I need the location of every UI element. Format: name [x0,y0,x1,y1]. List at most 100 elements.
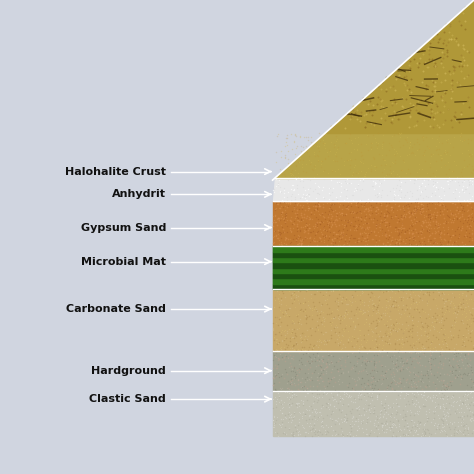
Point [355,237,363,245]
Point [402,389,410,397]
Point [272,182,280,190]
Point [322,359,329,367]
Point [286,162,293,169]
Point [309,345,316,353]
Point [366,293,374,301]
Point [310,150,318,158]
Point [453,366,460,374]
Point [454,428,461,436]
Point [434,30,441,38]
Point [422,337,430,345]
Point [347,137,355,144]
Point [310,148,318,156]
Point [345,241,352,249]
Point [425,310,432,318]
Point [392,240,399,248]
Point [372,180,379,188]
Point [301,382,309,390]
Point [373,303,381,310]
Point [319,218,326,226]
Point [326,318,334,326]
Point [392,224,399,231]
Point [328,416,336,423]
Point [454,310,461,318]
Point [403,337,410,345]
Point [458,398,466,406]
Point [444,295,451,303]
Point [303,396,311,403]
Point [346,428,353,436]
Point [275,214,283,222]
Point [318,320,326,328]
Point [449,402,456,410]
Point [418,361,426,368]
Point [447,406,455,414]
Point [467,295,474,303]
Point [334,365,341,373]
Point [290,412,298,419]
Point [354,393,362,401]
Point [322,391,329,398]
Point [406,234,414,242]
Point [301,235,309,242]
Point [440,230,447,238]
Point [405,427,413,434]
Point [293,222,301,229]
Point [273,231,280,238]
Point [370,366,377,374]
Point [469,401,474,409]
Point [363,336,371,343]
Point [289,166,296,174]
Point [387,141,395,149]
Point [379,229,386,237]
Point [430,238,438,246]
Point [410,346,418,353]
Point [323,242,331,250]
Point [465,198,472,205]
Point [367,372,375,380]
Point [353,305,360,313]
Point [424,322,432,330]
Point [283,240,290,247]
Point [333,294,341,302]
Point [365,223,373,231]
Point [369,408,377,416]
Point [389,184,396,191]
Point [423,202,430,210]
Point [443,229,451,237]
Point [397,193,404,201]
Point [338,325,346,333]
Point [357,215,365,223]
Point [410,343,417,350]
Point [443,432,451,439]
Point [387,236,394,244]
Point [394,427,401,435]
Point [389,287,396,294]
Point [329,286,337,294]
Point [425,50,433,58]
Point [276,421,284,428]
Point [310,369,318,376]
Point [366,203,374,211]
Point [285,425,293,432]
Point [286,169,294,177]
Point [378,423,386,430]
Point [469,315,474,322]
Point [383,310,390,317]
Point [454,304,462,312]
Point [310,210,318,218]
Point [342,295,350,303]
Point [468,367,474,374]
Point [304,357,312,365]
Point [362,229,370,237]
Point [402,401,410,408]
Point [441,87,448,94]
Point [345,237,352,245]
Point [429,78,437,86]
Point [327,239,334,246]
Point [468,393,474,401]
Point [376,410,383,417]
Point [301,432,309,439]
Point [376,413,384,420]
Point [284,147,292,155]
